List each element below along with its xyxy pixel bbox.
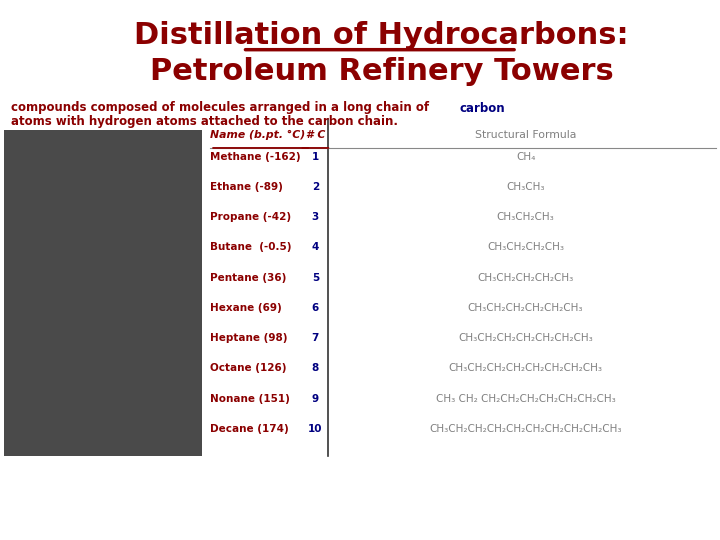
Text: Butane  (-0.5): Butane (-0.5) — [210, 242, 292, 252]
Text: CH₄: CH₄ — [516, 152, 535, 161]
Text: Distillation of Hydrocarbons:: Distillation of Hydrocarbons: — [135, 21, 629, 50]
Text: CH₃CH₂CH₂CH₂CH₂CH₃: CH₃CH₂CH₂CH₂CH₂CH₃ — [468, 303, 583, 313]
Text: 7: 7 — [312, 333, 319, 343]
Text: CH₃CH₃: CH₃CH₃ — [506, 182, 545, 192]
Text: compounds composed of molecules arranged in a long chain of: compounds composed of molecules arranged… — [11, 102, 433, 114]
Text: 4: 4 — [312, 242, 319, 252]
Text: CH₃ CH₂ CH₂CH₂CH₂CH₂CH₂CH₂CH₃: CH₃ CH₂ CH₂CH₂CH₂CH₂CH₂CH₂CH₃ — [436, 394, 616, 403]
Text: CH₃CH₂CH₂CH₂CH₃: CH₃CH₂CH₂CH₂CH₃ — [477, 273, 574, 282]
Text: Propane (-42): Propane (-42) — [210, 212, 292, 222]
Text: 1: 1 — [312, 152, 319, 161]
Text: Pentane (36): Pentane (36) — [210, 273, 287, 282]
Text: 6: 6 — [312, 303, 319, 313]
Text: 2: 2 — [312, 182, 319, 192]
Text: 5: 5 — [312, 273, 319, 282]
Text: Structural Formula: Structural Formula — [475, 130, 576, 140]
Text: 3: 3 — [312, 212, 319, 222]
Text: Ethane (-89): Ethane (-89) — [210, 182, 283, 192]
Text: 9: 9 — [312, 394, 319, 403]
Text: CH₃CH₂CH₂CH₂CH₂CH₂CH₂CH₂CH₂CH₃: CH₃CH₂CH₂CH₂CH₂CH₂CH₂CH₂CH₂CH₃ — [429, 424, 622, 434]
Text: 8: 8 — [312, 363, 319, 373]
Text: Petroleum Refinery Towers: Petroleum Refinery Towers — [150, 57, 613, 86]
Text: Octane (126): Octane (126) — [210, 363, 287, 373]
Text: CH₃CH₂CH₃: CH₃CH₂CH₃ — [497, 212, 554, 222]
Text: CH₃CH₂CH₂CH₃: CH₃CH₂CH₂CH₃ — [487, 242, 564, 252]
Text: Name (b.pt. °C): Name (b.pt. °C) — [210, 130, 305, 140]
Text: # C: # C — [306, 130, 325, 140]
FancyBboxPatch shape — [4, 130, 202, 456]
Text: CH₃CH₂CH₂CH₂CH₂CH₂CH₂CH₃: CH₃CH₂CH₂CH₂CH₂CH₂CH₂CH₃ — [449, 363, 603, 373]
Text: 10: 10 — [308, 424, 323, 434]
Text: carbon: carbon — [459, 102, 505, 114]
Text: Nonane (151): Nonane (151) — [210, 394, 290, 403]
Text: CH₃CH₂CH₂CH₂CH₂CH₂CH₃: CH₃CH₂CH₂CH₂CH₂CH₂CH₃ — [458, 333, 593, 343]
Text: Decane (174): Decane (174) — [210, 424, 289, 434]
Text: Methane (-162): Methane (-162) — [210, 152, 301, 161]
Text: atoms with hydrogen atoms attached to the carbon chain.: atoms with hydrogen atoms attached to th… — [11, 115, 397, 128]
Text: Heptane (98): Heptane (98) — [210, 333, 288, 343]
Text: Hexane (69): Hexane (69) — [210, 303, 282, 313]
